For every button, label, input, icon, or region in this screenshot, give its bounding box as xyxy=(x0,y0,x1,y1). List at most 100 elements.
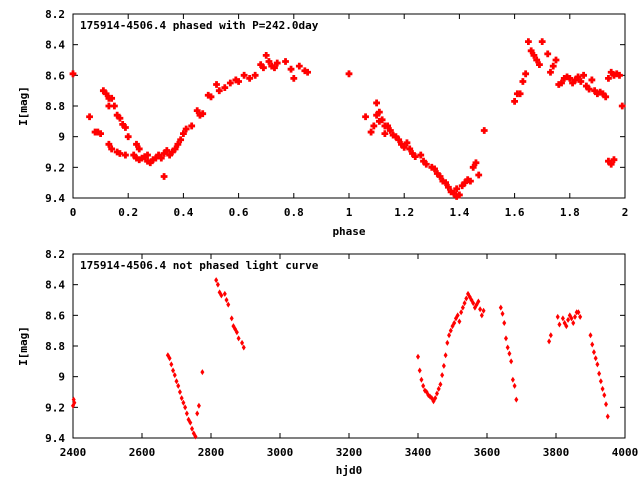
data-point xyxy=(362,113,369,121)
y-tick-label: 8.8 xyxy=(45,340,65,353)
data-point xyxy=(180,130,187,137)
x-tick-label: 3400 xyxy=(405,446,432,459)
y-tick-label: 9 xyxy=(58,371,65,384)
data-point xyxy=(246,75,254,82)
data-point xyxy=(481,307,486,314)
data-point xyxy=(527,47,535,55)
data-point xyxy=(453,185,461,193)
data-point xyxy=(436,173,444,180)
y-tick-labels: 8.2 8.4 8.6 8.8 9 9.2 9.4 xyxy=(45,8,65,205)
data-point xyxy=(417,367,422,374)
data-point xyxy=(533,56,541,64)
data-point xyxy=(461,179,469,187)
data-point xyxy=(445,339,450,346)
data-point xyxy=(171,367,176,374)
data-point xyxy=(234,329,239,336)
y-tick-label: 9 xyxy=(58,131,65,144)
data-point xyxy=(176,382,181,389)
data-point xyxy=(560,315,565,322)
x-tick-label: 0 xyxy=(70,206,77,219)
data-point xyxy=(516,90,524,98)
x-tick-label: 3000 xyxy=(267,446,294,459)
data-point xyxy=(403,139,411,147)
data-point xyxy=(265,58,273,65)
data-point xyxy=(456,191,463,199)
y-tick-label: 8.4 xyxy=(45,39,65,52)
data-point xyxy=(387,127,394,134)
y-tick-label: 9.2 xyxy=(45,401,65,414)
data-point xyxy=(417,151,425,159)
data-point xyxy=(447,332,452,339)
data-point xyxy=(479,312,484,319)
x-tick-label: 0.6 xyxy=(229,206,249,219)
data-point xyxy=(457,318,462,325)
data-point xyxy=(475,171,483,179)
data-point xyxy=(226,79,234,87)
y-tick-labels: 8.2 8.4 8.6 8.8 9 9.2 9.4 xyxy=(45,248,65,445)
data-point xyxy=(195,410,200,417)
data-point xyxy=(157,154,165,162)
data-point xyxy=(200,369,205,376)
data-point xyxy=(598,378,603,385)
data-point xyxy=(69,70,77,78)
data-point xyxy=(262,52,270,59)
data-point xyxy=(370,122,378,130)
data-point xyxy=(181,399,186,406)
data-point xyxy=(588,332,593,339)
data-point xyxy=(591,349,596,356)
data-point xyxy=(569,79,576,87)
data-point xyxy=(500,310,505,317)
x-tick-labels: 2400 2600 2800 3000 3200 3400 3600 3800 4000 xyxy=(60,446,639,459)
data-point xyxy=(441,362,446,369)
data-point xyxy=(548,332,553,339)
data-point xyxy=(536,61,543,68)
data-point xyxy=(525,38,532,45)
data-point xyxy=(241,344,246,351)
data-point xyxy=(509,358,514,365)
data-point xyxy=(381,130,389,137)
data-point xyxy=(411,153,419,160)
data-point xyxy=(577,78,585,85)
data-point xyxy=(605,75,612,82)
x-tick-label: 0.2 xyxy=(118,206,138,219)
data-point xyxy=(590,341,595,348)
data-point xyxy=(193,107,201,114)
data-point xyxy=(476,298,481,305)
x-tick-label: 1.8 xyxy=(560,206,580,219)
data-point xyxy=(188,419,193,426)
data-point xyxy=(146,159,154,167)
data-point xyxy=(144,151,151,159)
data-point xyxy=(416,353,420,360)
data-point xyxy=(604,401,609,408)
data-point xyxy=(395,136,403,144)
x-tick-label: 2 xyxy=(622,206,629,219)
data-point xyxy=(124,133,132,141)
data-point xyxy=(440,372,445,379)
data-point xyxy=(304,68,311,76)
data-point xyxy=(182,125,190,133)
data-point xyxy=(448,327,453,334)
data-point xyxy=(295,62,303,70)
data-point xyxy=(514,396,519,403)
data-point xyxy=(133,140,140,148)
data-point xyxy=(215,87,223,95)
y-tick-label: 8.4 xyxy=(45,279,65,292)
data-point xyxy=(166,151,173,159)
data-point xyxy=(240,339,245,346)
x-tick-label: 3800 xyxy=(543,446,570,459)
data-point xyxy=(219,292,224,299)
y-tick-label: 8.8 xyxy=(45,100,65,113)
y-tick-label: 8.6 xyxy=(45,69,65,82)
unphased-light-curve-panel: 2400 2600 2800 3000 3200 3400 3600 3800 4000 8.2… xyxy=(17,248,638,477)
data-point xyxy=(455,312,460,319)
data-point xyxy=(618,102,626,110)
data-point xyxy=(378,116,386,124)
data-point xyxy=(260,64,267,72)
data-point xyxy=(572,313,577,320)
data-point xyxy=(547,338,552,345)
data-point xyxy=(442,179,449,187)
data-point xyxy=(171,145,179,153)
data-point xyxy=(221,84,229,91)
data-point xyxy=(111,102,118,110)
data-points xyxy=(71,277,610,440)
